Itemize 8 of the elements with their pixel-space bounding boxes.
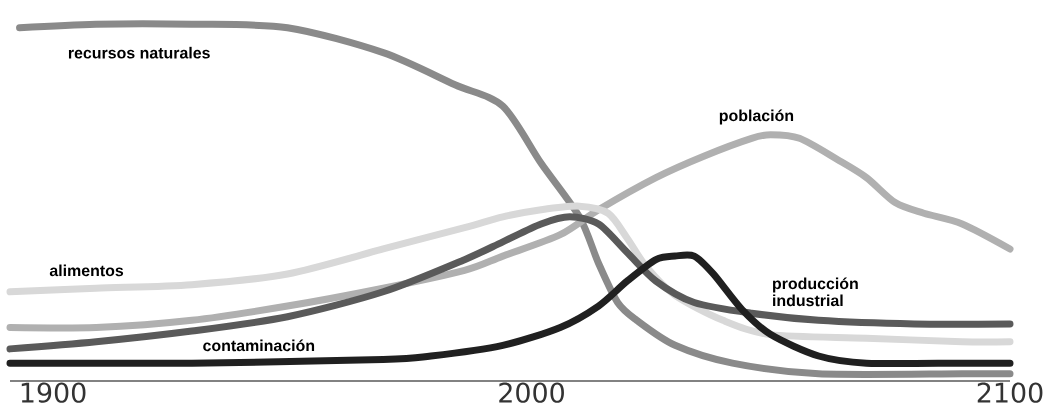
x-tick-label: 1900 xyxy=(21,382,86,403)
series-label: contaminación xyxy=(203,339,315,352)
x-tick-label: 2100 xyxy=(977,382,1043,403)
x-tick-label: 2000 xyxy=(499,382,564,403)
series-label: producción industrial xyxy=(773,277,858,307)
series-label: alimentos xyxy=(49,264,124,277)
series-label: población xyxy=(719,109,794,125)
series-label: recursos naturales xyxy=(68,46,210,59)
